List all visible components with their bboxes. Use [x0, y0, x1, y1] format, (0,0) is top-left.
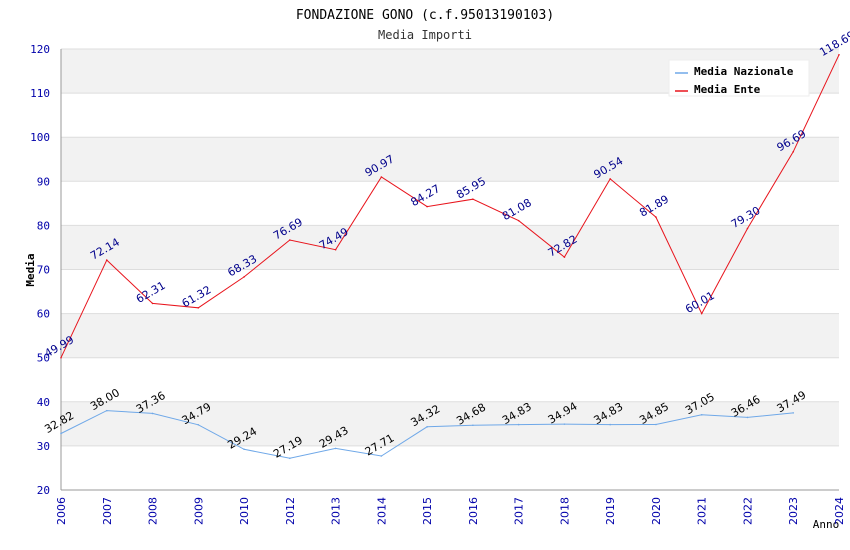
data-point	[197, 306, 200, 309]
y-tick-label: 90	[37, 175, 50, 188]
data-point	[838, 53, 840, 56]
data-point	[517, 423, 520, 426]
data-point	[151, 302, 154, 305]
data-point	[243, 448, 245, 451]
x-tick-label: 2018	[558, 497, 571, 525]
band-30-40	[61, 401, 839, 446]
band-90-100	[61, 137, 839, 182]
y-axis-label: Media	[24, 253, 37, 286]
x-tick-label: 2022	[741, 497, 754, 525]
x-tick-label: 2017	[513, 497, 526, 525]
x-tick-label: 2012	[284, 497, 297, 525]
y-tick-label: 120	[30, 43, 50, 56]
x-tick-label: 2016	[467, 497, 480, 525]
data-point	[289, 457, 291, 460]
gridlines	[60, 48, 839, 491]
data-point	[105, 409, 108, 412]
x-tick-label: 2015	[421, 497, 434, 525]
y-tick-label: 70	[37, 264, 50, 277]
data-point	[700, 414, 703, 416]
data-point	[609, 423, 611, 426]
series-line-1	[60, 54, 840, 358]
legend-label-ente: Media Ente	[694, 83, 761, 96]
data-point	[334, 447, 337, 450]
chart-title: FONDAZIONE GONO (c.f.95013190103)	[296, 8, 554, 23]
data-point	[151, 412, 154, 415]
chart-subtitle: Media Importi	[378, 28, 472, 42]
data-point	[426, 426, 428, 428]
x-tick-label: 2021	[696, 497, 709, 525]
data-point	[60, 432, 62, 435]
x-tick-label: 2006	[55, 497, 68, 525]
band-20-30	[61, 445, 839, 490]
x-tick-label: 2023	[787, 497, 800, 525]
data-point	[609, 178, 611, 180]
x-tick-label: 2009	[192, 497, 205, 525]
data-point	[380, 455, 383, 457]
legend-box	[668, 59, 810, 97]
data-point	[60, 356, 62, 359]
data-point	[472, 198, 474, 200]
data-point	[792, 150, 795, 153]
data-point	[655, 423, 657, 426]
band-100-110	[61, 93, 839, 138]
band-70-80	[61, 225, 839, 270]
series-lines	[60, 53, 840, 460]
background-bands	[61, 49, 839, 490]
data-point	[746, 416, 749, 419]
x-tick-label: 2010	[238, 497, 251, 525]
x-tick-label: 2014	[375, 497, 388, 525]
legend: Media Nazionale Media Ente	[668, 59, 810, 97]
y-tick-label: 20	[37, 484, 50, 497]
data-point	[563, 256, 566, 258]
x-tick-label: 2008	[147, 497, 160, 525]
y-tick-label: 50	[37, 352, 50, 365]
x-tick-label: 2024	[833, 497, 846, 525]
x-tick-label: 2019	[604, 497, 617, 525]
data-point	[563, 423, 566, 425]
x-tick-label: 2020	[650, 497, 663, 525]
legend-label-nazionale: Media Nazionale	[694, 65, 794, 78]
y-tick-label: 80	[37, 219, 50, 232]
data-point	[426, 205, 428, 208]
data-point	[289, 239, 291, 241]
data-point	[700, 312, 703, 315]
data-point	[517, 219, 520, 222]
data-point	[380, 176, 383, 178]
data-point	[746, 227, 749, 230]
y-tick-label: 100	[30, 131, 50, 144]
data-point	[105, 259, 108, 261]
x-tick-label: 2013	[330, 497, 343, 525]
data-point	[655, 216, 657, 218]
x-tick-label: 2007	[101, 497, 114, 525]
y-tick-label: 40	[37, 396, 50, 409]
x-tick-labels: 2006 2007 2008 2009 2010 2012 2013 2014 2015 2016…	[55, 497, 846, 525]
band-40-50	[61, 357, 839, 402]
y-tick-labels: 20 30 40 50 60 70 80 90 100 110 120	[30, 43, 50, 497]
data-point	[334, 248, 337, 251]
band-60-70	[61, 269, 839, 314]
y-tick-label: 60	[37, 308, 50, 321]
y-tick-label: 30	[37, 440, 50, 453]
y-tick-label: 110	[30, 87, 50, 100]
data-point	[197, 423, 200, 426]
data-point	[472, 424, 474, 427]
data-point	[243, 276, 245, 278]
band-50-60	[61, 313, 839, 358]
data-point	[792, 412, 795, 414]
x-axis-label: Anno	[813, 518, 840, 531]
